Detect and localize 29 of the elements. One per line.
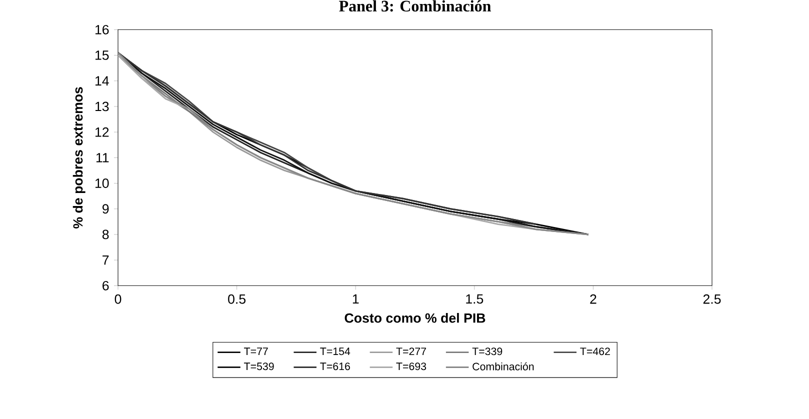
y-tick-label: 10 <box>95 178 109 188</box>
chart-title: Panel 3: Combinación <box>339 0 491 12</box>
x-tick-label: 0 <box>114 294 122 304</box>
x-tick-label: 1.5 <box>466 294 484 304</box>
legend-label: T=77 <box>244 348 268 355</box>
x-tick-label: 2.5 <box>703 294 721 304</box>
x-tick-label: 2 <box>590 294 596 304</box>
y-tick-label: 6 <box>102 280 109 290</box>
legend-label: T=277 <box>396 348 426 356</box>
y-axis-title: % de pobres extremos <box>72 87 86 228</box>
legend-label: T=693 <box>396 362 426 370</box>
legend-label: T=154 <box>320 348 350 356</box>
y-tick-label: 12 <box>95 127 109 137</box>
y-tick-label: 9 <box>102 204 109 214</box>
x-tick-label: 0.5 <box>228 294 246 304</box>
legend-label: T=339 <box>472 348 502 356</box>
y-tick-label: 8 <box>102 230 109 240</box>
y-tick-label: 13 <box>95 102 109 112</box>
y-tick-label: 15 <box>95 50 109 60</box>
legend-label: T=616 <box>320 362 350 370</box>
y-tick-label: 11 <box>96 153 109 162</box>
y-tick-label: 14 <box>95 76 109 86</box>
y-tick-label: 16 <box>95 24 109 34</box>
x-tick-label: 1 <box>352 294 359 304</box>
x-axis-title: Costo como % del PIB <box>344 312 486 323</box>
legend-label: T=539 <box>244 362 274 370</box>
legend-label: Combinación <box>472 362 534 370</box>
legend-label: T=462 <box>580 348 610 356</box>
y-tick-label: 7 <box>102 255 109 265</box>
